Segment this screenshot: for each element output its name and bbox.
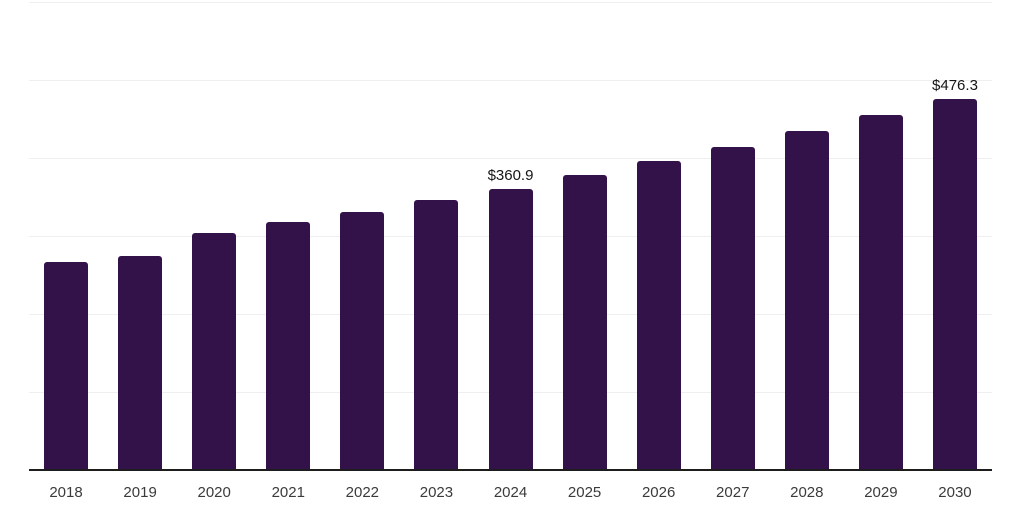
bar-2024 [488,188,533,470]
bar-2019 [118,256,163,470]
x-tick-label-2025: 2025 [567,484,602,501]
bar-2021 [266,221,311,470]
bar-value-label-2024: $360.9 [487,166,534,184]
bar-2026 [636,161,681,470]
x-tick-label-2028: 2028 [790,484,824,501]
bar-2027 [710,147,755,470]
bar-slot-2026 [622,2,696,470]
x-tick-label-2020: 2020 [197,484,231,501]
bar-slot-2022 [325,2,399,470]
gridline [29,79,992,81]
plot-area: $360.9 $476.3 [29,2,992,471]
x-tick-label-2023: 2023 [419,484,454,501]
bar-slot-2027 [696,2,770,470]
x-tick-label-2024: 2024 [493,484,528,501]
bar-2022 [340,211,385,470]
x-tick-label-2021: 2021 [271,484,305,501]
x-tick-label-2022: 2022 [345,484,380,501]
bar-slot-2028 [770,2,844,470]
bar-value-label-2030: $476.3 [932,76,978,94]
bar-2023 [414,200,459,470]
x-axis-line [29,469,992,471]
x-tick-label-2029: 2029 [864,484,898,501]
bar-slot-2020 [177,2,251,470]
bar-slot-2024: $360.9 [473,2,547,470]
bars-row: $360.9 $476.3 [29,2,992,470]
bar-2020 [192,233,237,470]
x-tick-label-2030: 2030 [938,484,972,501]
bar-2025 [562,175,607,470]
bar-2018 [44,262,89,470]
bar-slot-2030: $476.3 [918,2,992,470]
gridline [29,157,992,159]
bar-slot-2029 [844,2,918,470]
bar-2029 [858,114,903,470]
gridline [29,2,992,3]
x-tick-label-2019: 2019 [123,484,157,501]
bar-2028 [784,131,829,470]
x-tick-label-2018: 2018 [49,484,83,501]
bar-slot-2019 [103,2,177,470]
bar-slot-2018 [29,2,103,470]
x-tick-label-2026: 2026 [641,484,676,501]
bar-2030 [932,98,977,470]
bar-slot-2023 [399,2,473,470]
x-tick-label-2027: 2027 [716,484,750,501]
bar-slot-2025 [548,2,622,470]
bar-slot-2021 [251,2,325,470]
x-axis-labels: 2018 2019 2020 2021 2022 2023 2024 2025 2026 2027… [29,484,992,501]
